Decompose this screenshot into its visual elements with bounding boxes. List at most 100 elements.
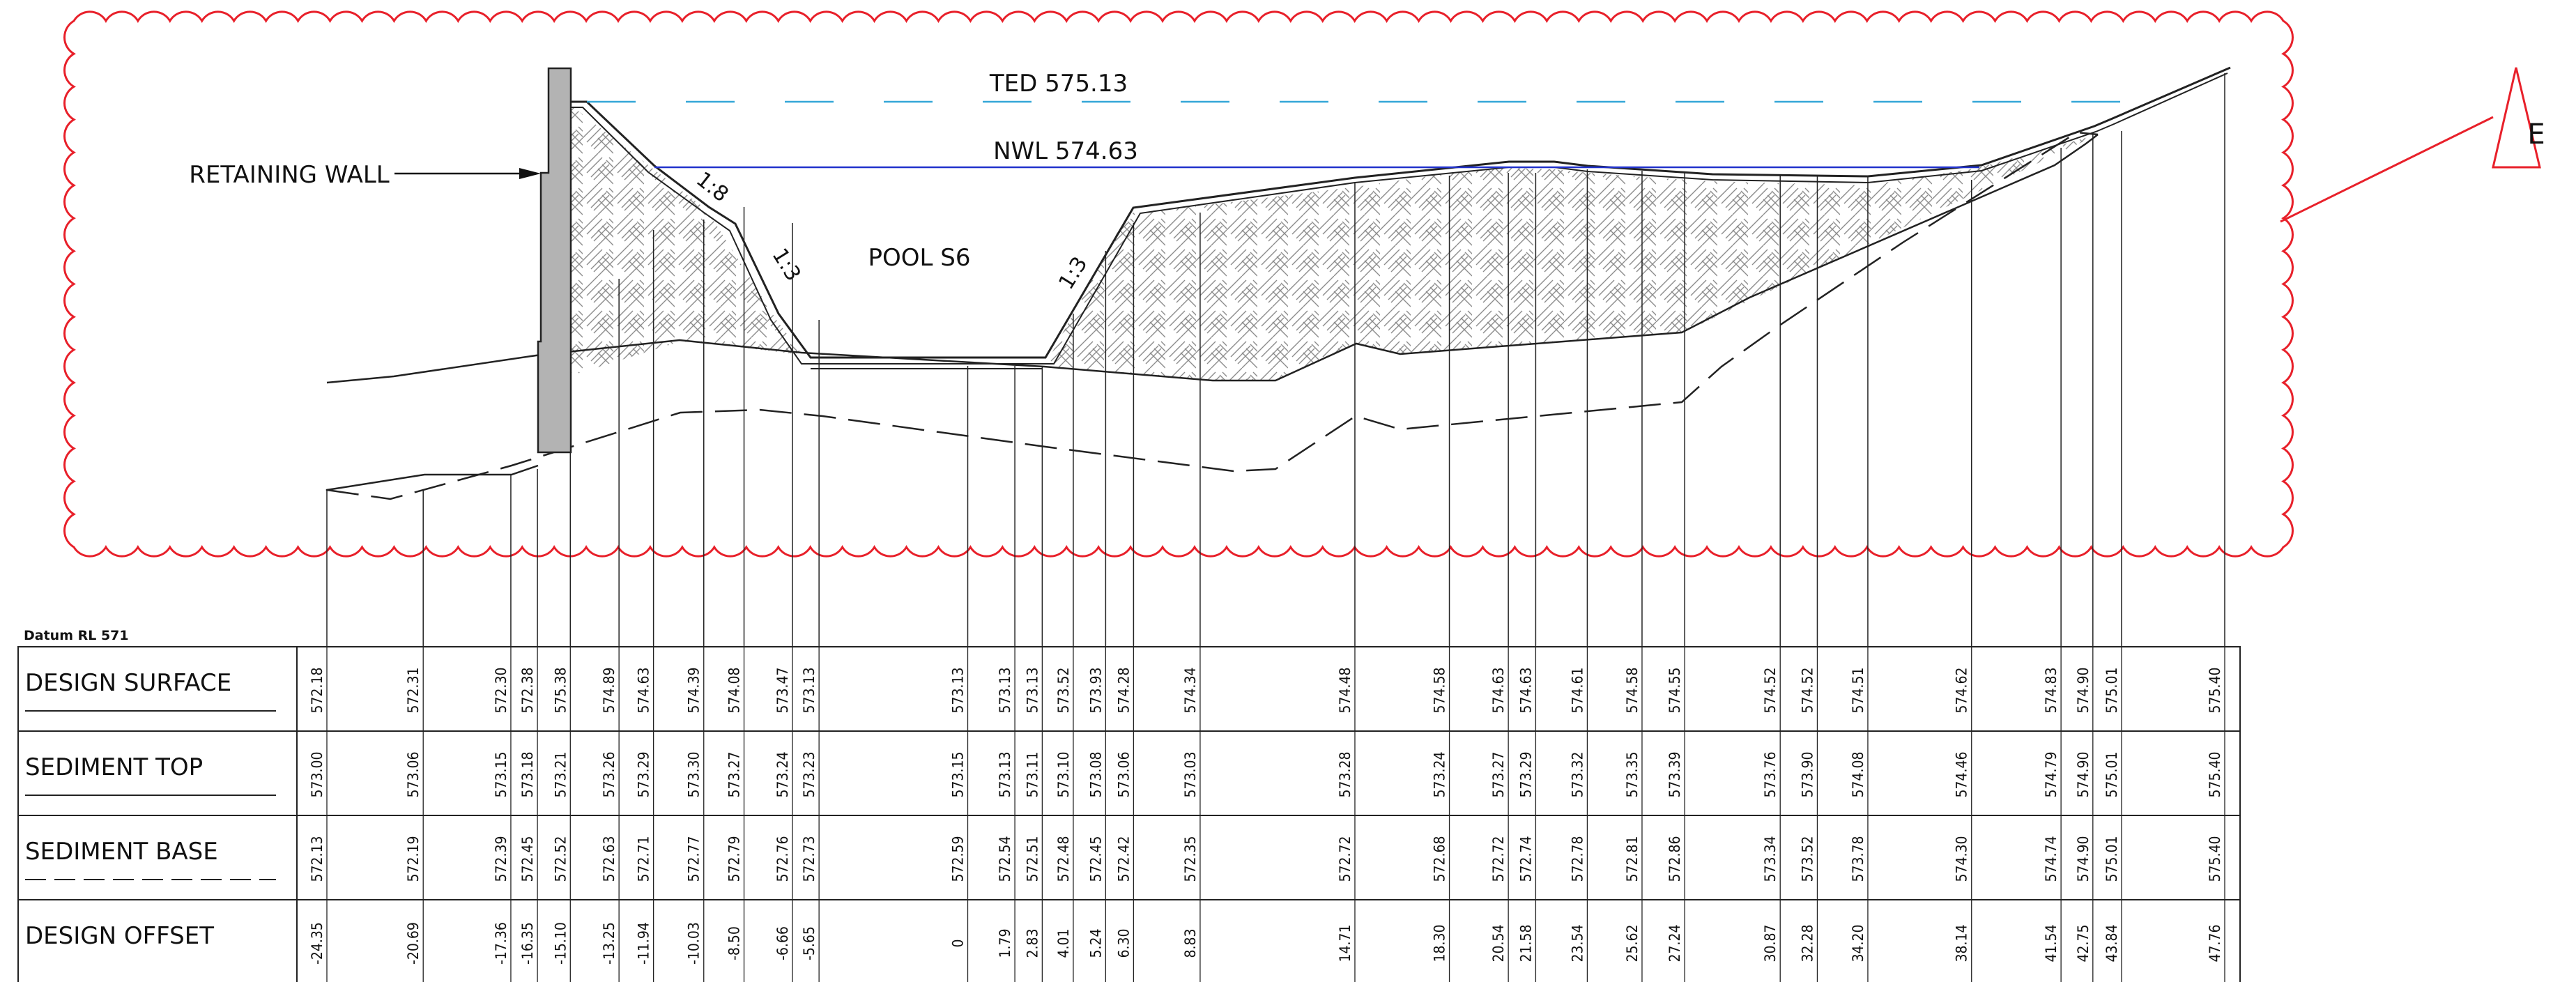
table-cell-design_surface: 574.63	[1517, 667, 1534, 713]
table-cell-sediment_top: 575.01	[2103, 751, 2120, 797]
table-cell-sediment_base: 575.40	[2207, 836, 2223, 882]
table-cell-design_surface: 574.90	[2075, 667, 2092, 713]
table-cell-sediment_top: 573.29	[636, 751, 652, 797]
table-cell-sediment_base: 572.52	[552, 836, 569, 882]
table-cell-design_surface: 572.38	[519, 667, 536, 713]
table-cell-design_offset: 5.24	[1087, 928, 1104, 958]
table-cell-design_surface: 574.51	[1850, 667, 1866, 713]
table-cell-sediment_base: 572.63	[601, 836, 618, 882]
table-cell-design_surface: 574.63	[1490, 667, 1507, 713]
table-cell-design_surface: 574.89	[601, 667, 618, 713]
table-cell-sediment_top: 573.35	[1624, 751, 1641, 797]
sediment-hatch-left	[571, 105, 802, 376]
table-cell-sediment_base: 572.48	[1055, 836, 1072, 882]
existing-ground-left	[325, 464, 539, 491]
table-cell-sediment_base: 574.30	[1954, 836, 1970, 882]
design-surface-line	[571, 66, 2231, 359]
table-cell-design_surface: 572.30	[493, 667, 509, 713]
table-cell-sediment_top: 574.90	[2075, 751, 2092, 797]
table-cell-sediment_top: 573.15	[949, 751, 966, 797]
table-cell-design_surface: 574.28	[1115, 667, 1132, 713]
table-cell-sediment_top: 573.27	[1490, 751, 1507, 797]
table-cell-design_offset: 34.20	[1850, 924, 1866, 962]
table-cell-sediment_base: 572.19	[405, 836, 422, 882]
table-cell-sediment_top: 573.30	[686, 751, 703, 797]
table-cell-design_offset: -16.35	[519, 922, 536, 965]
table-cell-design_offset: -20.69	[405, 922, 422, 965]
table-cell-design_offset: 14.71	[1337, 924, 1354, 962]
table-cell-design_surface: 574.52	[1762, 667, 1779, 713]
sediment-hatch-right	[1044, 135, 2098, 380]
table-cell-sediment_base: 575.01	[2103, 836, 2120, 882]
table-cell-design_offset: 2.83	[1024, 928, 1041, 958]
table-cell-design_offset: 25.62	[1624, 924, 1641, 962]
table-cell-sediment_base: 573.52	[1799, 836, 1816, 882]
table-cell-design_offset: -5.65	[801, 926, 818, 960]
table-cell-design_surface: 573.13	[997, 667, 1013, 713]
table-cell-sediment_top: 573.21	[552, 751, 569, 797]
table-cell-sediment_base: 572.72	[1490, 836, 1507, 882]
table-cell-sediment_top: 573.10	[1055, 751, 1072, 797]
table-cell-sediment_top: 573.28	[1337, 751, 1354, 797]
nwl-label: NWL 574.63	[993, 137, 1138, 165]
table-cell-sediment_base: 572.45	[1087, 836, 1104, 882]
table-cell-sediment_base: 574.74	[2043, 836, 2060, 882]
table-cell-sediment_base: 572.72	[1337, 836, 1354, 882]
table-cell-design_surface: 573.13	[1024, 667, 1041, 713]
table-cell-sediment_top: 573.39	[1666, 751, 1683, 797]
table-cell-design_surface: 573.13	[949, 667, 966, 713]
slope-label-left-lower: 1:3	[767, 244, 805, 285]
table-cell-sediment_base: 572.78	[1569, 836, 1586, 882]
table-cell-design_offset: 32.28	[1799, 924, 1816, 962]
table-cell-sediment_base: 572.35	[1182, 836, 1199, 882]
table-cell-design_offset: 0	[949, 939, 966, 947]
table-cell-design_offset: 20.54	[1490, 924, 1507, 962]
table-cell-sediment_base: 572.81	[1624, 836, 1641, 882]
table-cell-design_surface: 575.40	[2207, 667, 2223, 713]
table-cell-design_surface: 574.08	[726, 667, 743, 713]
table-cell-design_offset: 1.79	[997, 928, 1013, 958]
table-cell-design_offset: 21.58	[1517, 924, 1534, 962]
slope-label-left-upper: 1:8	[691, 167, 733, 207]
table-cell-design_offset: 6.30	[1115, 928, 1132, 958]
table-cell-sediment_top: 573.03	[1182, 751, 1199, 797]
row-label-design_offset: DESIGN OFFSET	[25, 922, 214, 950]
table-cell-design_surface: 573.13	[801, 667, 818, 713]
table-cell-sediment_top: 573.29	[1517, 751, 1534, 797]
table-cell-design_surface: 575.38	[552, 667, 569, 713]
table-cell-sediment_base: 572.76	[774, 836, 791, 882]
datum-label: Datum RL 571	[24, 628, 129, 643]
table-cell-design_surface: 572.18	[309, 667, 325, 713]
table-cell-design_offset: 38.14	[1954, 924, 1970, 962]
table-cell-sediment_base: 572.74	[1517, 836, 1534, 882]
existing-surface-line	[326, 134, 2099, 384]
table-cell-design_surface: 574.63	[636, 667, 652, 713]
table-cell-sediment_top: 574.46	[1954, 751, 1970, 797]
row-label-design_surface: DESIGN SURFACE	[25, 669, 231, 697]
table-cell-design_surface: 574.39	[686, 667, 703, 713]
revision-triangle	[2492, 67, 2541, 169]
table-cell-sediment_top: 573.13	[997, 751, 1013, 797]
table-cell-design_surface: 574.48	[1337, 667, 1354, 713]
table-cell-sediment_top: 573.24	[774, 751, 791, 797]
table-cell-sediment_top: 573.11	[1024, 751, 1041, 797]
table-cell-design_offset: -15.10	[552, 922, 569, 965]
row-label-sediment_base: SEDIMENT BASE	[25, 838, 218, 866]
ted-label: TED 575.13	[989, 70, 1128, 98]
table-cell-design_offset: -13.25	[601, 922, 618, 965]
table-cell-sediment_top: 574.08	[1850, 751, 1866, 797]
table-cell-sediment_top: 574.79	[2043, 751, 2060, 797]
revision-cloud	[63, 10, 2294, 558]
table-frame	[17, 646, 2241, 982]
table-cell-sediment_base: 572.77	[686, 836, 703, 882]
table-cell-sediment_base: 572.45	[519, 836, 536, 882]
table-cell-design_surface: 574.61	[1569, 667, 1586, 713]
table-cell-design_offset: 41.54	[2043, 924, 2060, 962]
table-cell-design_surface: 575.01	[2103, 667, 2120, 713]
table-cell-design_offset: 18.30	[1432, 924, 1448, 962]
table-cell-sediment_base: 573.34	[1762, 836, 1779, 882]
table-cell-design_surface: 573.52	[1055, 667, 1072, 713]
table-cell-design_surface: 574.34	[1182, 667, 1199, 713]
table-cell-sediment_base: 572.73	[801, 836, 818, 882]
pool-label: POOL S6	[868, 244, 971, 272]
